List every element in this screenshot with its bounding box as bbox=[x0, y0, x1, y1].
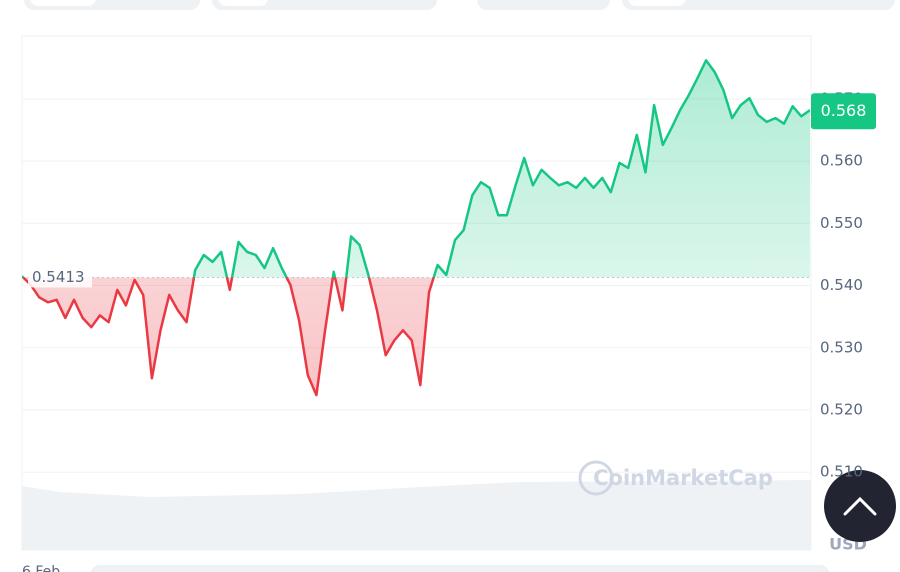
scroll-top-icon bbox=[843, 496, 877, 516]
tab-active[interactable] bbox=[30, 0, 96, 6]
volume-area bbox=[22, 480, 811, 550]
price-tag bbox=[811, 93, 876, 130]
price-tag-label: 0.568 bbox=[821, 101, 867, 120]
y-tick-label: 0.520 bbox=[820, 400, 863, 418]
tab-active[interactable] bbox=[628, 0, 686, 6]
baseline-label-bg bbox=[28, 265, 92, 288]
y-tick-label: 0.550 bbox=[820, 214, 863, 232]
range-slider[interactable] bbox=[90, 565, 830, 572]
tab[interactable] bbox=[477, 0, 610, 10]
area-down bbox=[23, 277, 434, 396]
y-tick-label: 0.510 bbox=[820, 463, 863, 481]
x-label: 6 Feb bbox=[22, 564, 60, 572]
price-line-up bbox=[22, 59, 810, 278]
tab[interactable] bbox=[622, 0, 895, 10]
scroll-top-button[interactable] bbox=[824, 470, 896, 542]
tab-active[interactable] bbox=[218, 0, 268, 6]
y-tick-label: 0.560 bbox=[820, 152, 863, 170]
y-tick-label: 0.540 bbox=[820, 276, 863, 294]
baseline-label: 0.5413 bbox=[32, 268, 85, 286]
y-tick-label: 0.530 bbox=[820, 338, 863, 356]
tab[interactable] bbox=[212, 0, 437, 10]
watermark: CoinMarketCap bbox=[593, 466, 773, 490]
watermark-logo bbox=[578, 460, 614, 496]
price-line-down bbox=[22, 277, 436, 397]
area-up bbox=[22, 60, 810, 278]
